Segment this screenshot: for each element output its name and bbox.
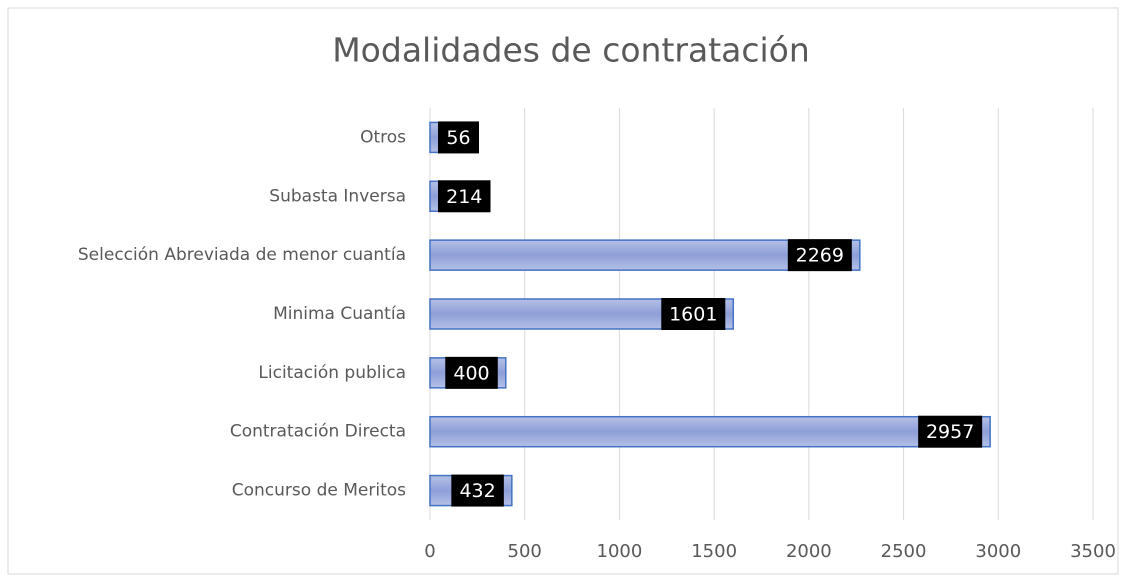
y-tick-label: Subasta Inversa xyxy=(269,186,406,206)
data-label-box xyxy=(438,121,479,154)
data-label-box xyxy=(445,356,498,389)
x-tick-label: 1500 xyxy=(691,541,737,562)
data-label: 400 xyxy=(453,362,489,384)
data-label: 2957 xyxy=(926,421,974,443)
bar xyxy=(429,415,991,448)
data-label: 432 xyxy=(459,480,495,502)
data-label: 1601 xyxy=(669,304,717,326)
y-tick-label: Licitación publica xyxy=(258,363,406,383)
x-tick-label: 0 xyxy=(424,541,435,562)
x-tick-label: 3000 xyxy=(975,541,1021,562)
y-tick-label: Minima Cuantía xyxy=(273,304,406,324)
data-label-box xyxy=(451,474,504,507)
x-tick-label: 2500 xyxy=(881,541,927,562)
y-tick-label: Selección Abreviada de menor cuantía xyxy=(78,245,406,265)
chart-border xyxy=(7,7,1119,575)
y-tick-label: Contratación Directa xyxy=(230,422,406,442)
data-label-box xyxy=(787,239,852,272)
y-tick-label: Otros xyxy=(360,127,406,147)
data-label-box xyxy=(918,415,983,448)
chart-title: Modalidades de contratación xyxy=(332,31,810,70)
data-label: 214 xyxy=(446,186,482,208)
x-tick-label: 500 xyxy=(508,541,542,562)
y-tick-label: Concurso de Meritos xyxy=(232,481,406,501)
data-label-box xyxy=(661,298,726,330)
x-tick-label: 3500 xyxy=(1070,541,1116,562)
data-label: 56 xyxy=(446,127,470,149)
data-label-box xyxy=(438,180,491,213)
x-tick-label: 1000 xyxy=(597,541,643,562)
data-label: 2269 xyxy=(796,245,844,267)
x-tick-label: 2000 xyxy=(786,541,832,562)
